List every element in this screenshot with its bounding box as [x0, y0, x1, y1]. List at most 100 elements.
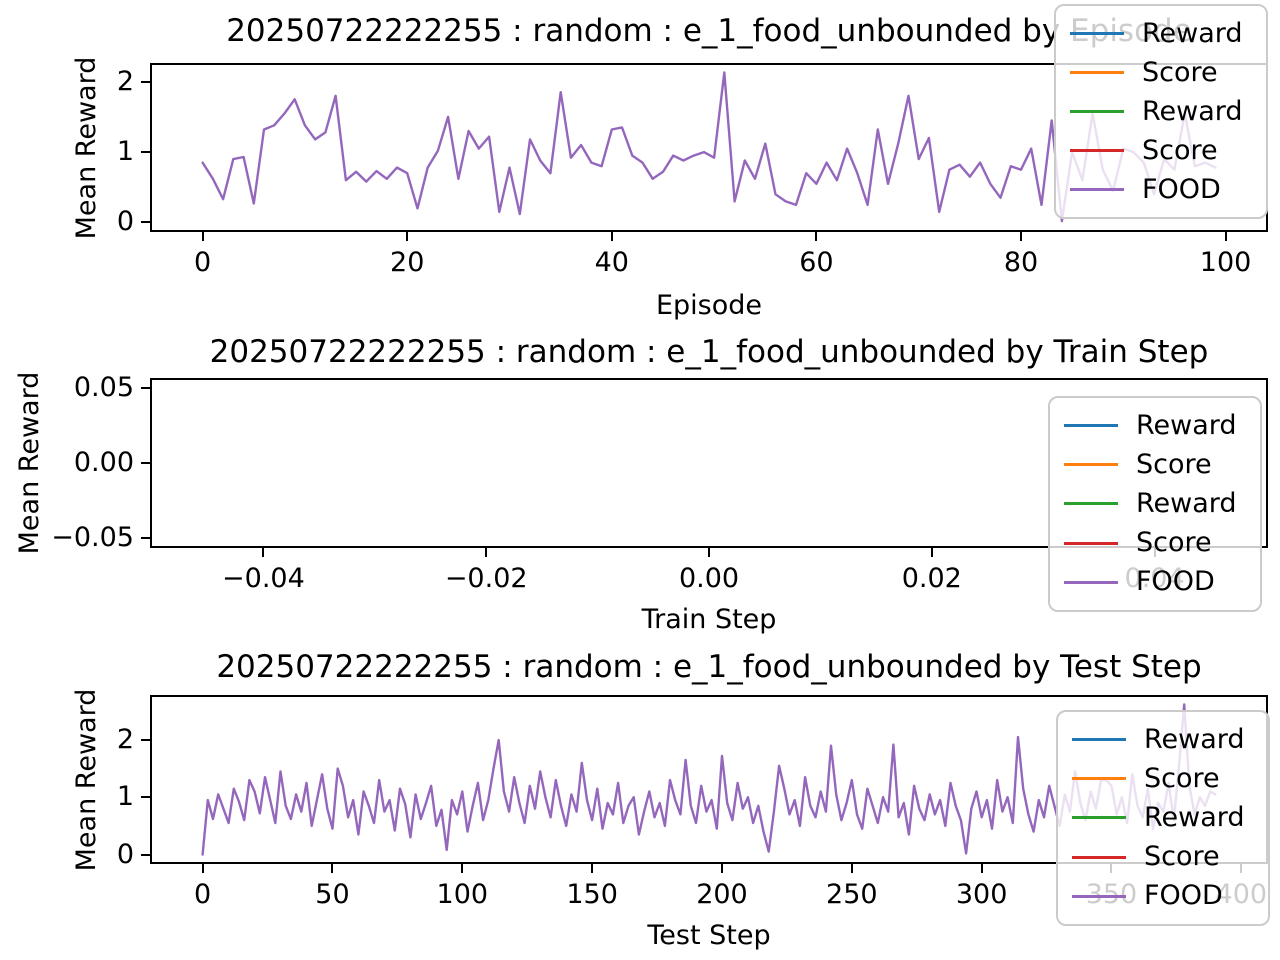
y-tick-mark: [141, 462, 150, 464]
x-tick-label: 0.00: [678, 563, 740, 594]
legend-entry-label: Reward: [1136, 487, 1237, 519]
legend-entry-label: Reward: [1136, 409, 1237, 441]
x-tick-mark: [262, 548, 265, 557]
x-tick-label: 100: [436, 879, 489, 910]
legend-entry: Reward: [1072, 798, 1254, 837]
x-tick-label: 20: [390, 247, 425, 278]
legend-entry-label: Reward: [1142, 95, 1243, 127]
y-tick-label: −0.05: [51, 522, 134, 554]
y-tick-mark: [141, 80, 150, 83]
legend-line-sample: [1064, 424, 1118, 428]
x-tick-mark: [930, 548, 933, 557]
x-axis-label-episode: Episode: [655, 290, 763, 321]
x-tick-mark: [1224, 232, 1227, 241]
x-tick-label: −0.02: [444, 563, 528, 594]
legend-entry: Reward: [1064, 406, 1246, 445]
legend-box-episode: Reward Score Reward Score FOOD: [1054, 4, 1268, 219]
x-tick-mark: [980, 864, 983, 873]
x-tick-mark: [720, 864, 723, 873]
y-tick-label: 2: [116, 65, 134, 97]
episode-line-chart: [201, 71, 1217, 223]
legend-entry: FOOD: [1072, 877, 1254, 916]
x-tick-label: 0: [194, 247, 212, 278]
legend-box-train-step: Reward Score Reward Score FOOD: [1048, 396, 1262, 612]
legend-entry-label: FOOD: [1144, 880, 1223, 912]
x-tick-mark: [708, 548, 710, 557]
y-tick-label: 0.00: [73, 447, 134, 478]
test-step-line-chart: [201, 703, 1217, 856]
legend-line-sample: [1070, 71, 1124, 74]
legend-line-sample: [1064, 580, 1118, 584]
x-tick-label: 200: [696, 879, 748, 910]
y-tick-label: 0.05: [73, 371, 134, 403]
y-tick-mark: [141, 537, 150, 540]
x-tick-label: 300: [955, 879, 1008, 910]
y-tick-mark: [141, 386, 150, 389]
x-tick-mark: [815, 232, 818, 241]
legend-line-sample: [1064, 463, 1118, 467]
legend-line-sample: [1070, 32, 1124, 35]
legend-entry-label: FOOD: [1142, 173, 1221, 205]
legend-line-sample: [1070, 110, 1124, 113]
x-tick-label: 150: [566, 879, 618, 910]
legend-entry-label: Reward: [1144, 723, 1245, 755]
y-tick-label: 0: [116, 838, 134, 870]
x-tick-label: 80: [1003, 247, 1039, 278]
legend-line-sample: [1072, 738, 1126, 742]
legend-entry-label: Reward: [1144, 801, 1245, 833]
x-axis-label-test-step: Test Step: [647, 920, 771, 951]
legend-entry-label: FOOD: [1136, 566, 1215, 598]
legend-entry-label: Score: [1142, 134, 1218, 166]
legend-line-sample: [1070, 188, 1124, 191]
y-tick-label: 2: [116, 723, 134, 755]
x-tick-label: −0.04: [222, 563, 305, 594]
legend-entry: Score: [1064, 524, 1246, 563]
plot-title-test-step: 20250722222255 : random : e_1_food_unbou…: [216, 649, 1202, 685]
legend-line-sample: [1064, 502, 1118, 506]
legend-entry-label: Score: [1144, 762, 1220, 794]
plot-title-train-step: 20250722222255 : random : e_1_food_unbou…: [209, 334, 1209, 370]
x-tick-label: 60: [799, 247, 834, 278]
legend-entry: Reward: [1064, 484, 1246, 523]
x-tick-mark: [850, 864, 853, 873]
legend-entry: Reward: [1072, 720, 1254, 759]
legend-line-sample: [1070, 149, 1124, 152]
legend-entry: FOOD: [1064, 563, 1246, 602]
y-tick-mark: [141, 853, 150, 856]
legend-entry-label: Score: [1136, 448, 1212, 480]
legend-entry: Score: [1072, 759, 1254, 798]
legend-line-sample: [1072, 894, 1126, 898]
legend-entry-label: Score: [1136, 527, 1212, 559]
plot-title-episode: 20250722222255 : random : e_1_food_unbou…: [226, 13, 1192, 49]
y-tick-mark: [141, 221, 150, 224]
x-tick-mark: [331, 864, 334, 873]
legend-entry-label: Score: [1142, 56, 1218, 88]
legend-line-sample: [1072, 777, 1126, 781]
legend-entry: Score: [1070, 131, 1252, 170]
food-line: [201, 71, 1217, 223]
legend-entry: Score: [1064, 445, 1246, 484]
legend-entry: Score: [1070, 53, 1252, 92]
x-axis-label-train-step: Train Step: [641, 604, 777, 635]
legend-entry: FOOD: [1070, 170, 1252, 209]
legend-line-sample: [1064, 541, 1118, 545]
x-tick-mark: [591, 864, 594, 873]
x-tick-label: 250: [826, 879, 878, 910]
y-tick-label: 1: [116, 781, 134, 813]
legend-entry: Score: [1072, 838, 1254, 877]
x-tick-mark: [461, 864, 464, 873]
y-axis-label-test-step: Mean Reward: [71, 688, 102, 872]
legend-entry: Reward: [1070, 14, 1252, 53]
x-tick-label: 100: [1199, 247, 1252, 278]
x-tick-label: 0.02: [901, 563, 962, 594]
x-tick-mark: [201, 864, 204, 873]
y-tick-mark: [141, 796, 150, 799]
y-tick-mark: [141, 738, 150, 741]
x-tick-mark: [1020, 232, 1022, 241]
y-tick-label: 0: [116, 206, 134, 238]
x-tick-label: 0: [194, 879, 212, 910]
food-line: [201, 703, 1217, 856]
legend-line-sample: [1072, 855, 1126, 859]
legend-line-sample: [1072, 816, 1126, 820]
x-tick-mark: [201, 232, 204, 241]
